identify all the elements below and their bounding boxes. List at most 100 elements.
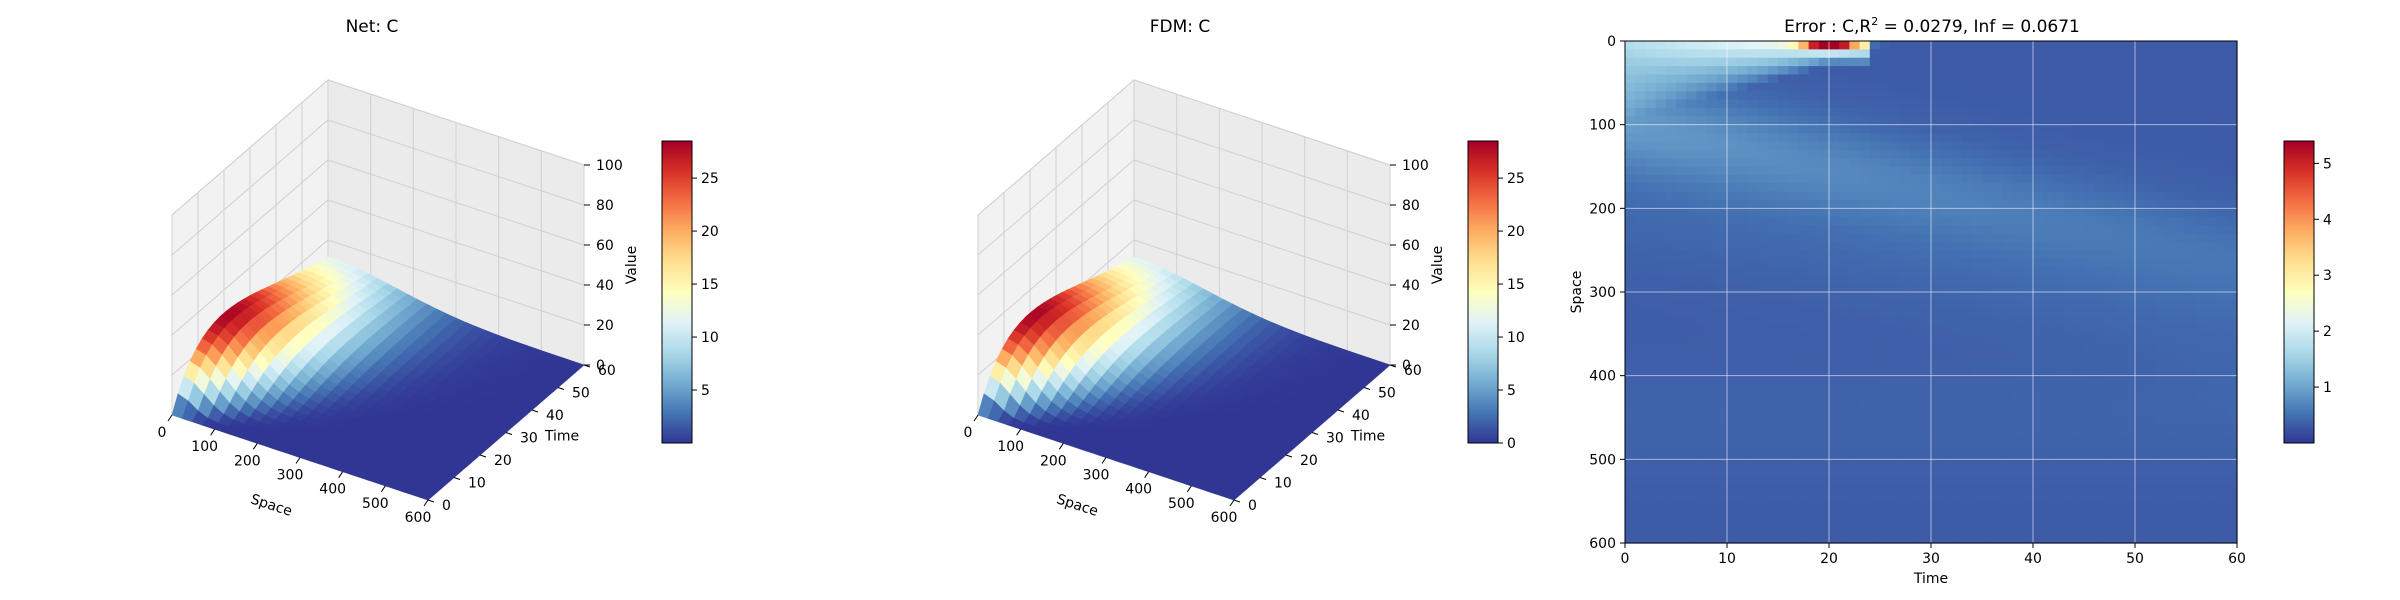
heatmap-cell <box>1941 417 1952 427</box>
heatmap-cell <box>1706 133 1718 142</box>
surface <box>977 256 1391 501</box>
heatmap-cell <box>1747 484 1759 494</box>
heatmap-cell <box>1635 133 1646 142</box>
heatmap-cell <box>1849 350 1861 360</box>
heatmap-cell <box>2226 325 2238 335</box>
heatmap-cell <box>1931 476 1942 486</box>
heatmap-cell <box>1645 342 1657 352</box>
heatmap-cell <box>2002 124 2014 134</box>
heatmap-cell <box>2094 492 2105 502</box>
heatmap-cell <box>1982 41 1993 50</box>
heatmap-cell <box>1839 400 1850 410</box>
heatmap-cell <box>1676 467 1687 477</box>
heatmap-cell <box>2063 450 2075 460</box>
heatmap-cell <box>1910 158 1922 168</box>
heatmap-cell <box>2175 509 2187 519</box>
heatmap-cell <box>1706 308 1718 318</box>
heatmap-cell <box>1829 124 1840 134</box>
heatmap-cell <box>1625 501 1636 511</box>
heatmap-cell <box>2053 292 2065 301</box>
heatmap-cell <box>2053 417 2065 427</box>
heatmap-cell <box>1737 484 1748 494</box>
heatmap-cell <box>1676 392 1687 402</box>
heatmap-cell <box>2094 317 2105 327</box>
heatmap-cell <box>1706 333 1718 343</box>
heatmap-cell <box>2145 233 2156 243</box>
heatmap-cell <box>2135 509 2146 519</box>
heatmap-cell <box>2063 66 2075 76</box>
heatmap-cell <box>2012 49 2024 59</box>
heatmap-cell <box>1818 99 1830 109</box>
heatmap-cell <box>1920 91 1932 101</box>
heatmap-cell <box>1961 191 1973 201</box>
heatmap-cell <box>1686 442 1697 452</box>
heatmap-cell <box>1706 292 1718 301</box>
heatmap-cell <box>2104 509 2116 519</box>
heatmap-cell <box>2114 266 2126 276</box>
heatmap-cell <box>1625 375 1636 385</box>
heatmap-cell <box>2094 82 2105 92</box>
heatmap-cell <box>1788 82 1799 92</box>
heatmap-cell <box>1859 250 1871 260</box>
heatmap-cell <box>1798 342 1810 352</box>
heatmap-cell <box>2033 367 2044 377</box>
heatmap-cell <box>1920 208 1932 218</box>
x-tick-label: 400 <box>1125 482 1152 498</box>
heatmap-cell <box>1635 375 1646 385</box>
heatmap-cell <box>1880 384 1891 393</box>
z-tick-label: 80 <box>596 198 614 214</box>
heatmap-cell <box>1808 275 1820 285</box>
heatmap-cell <box>1635 417 1646 427</box>
heatmap-cell <box>1737 300 1748 310</box>
heatmap-cell <box>1971 166 1983 176</box>
heatmap-cell <box>2114 166 2126 176</box>
heatmap-cell <box>1716 116 1728 126</box>
heatmap-cell <box>1737 517 1748 527</box>
heatmap-cell <box>2114 283 2126 293</box>
heatmap-cell <box>2073 450 2085 460</box>
heatmap-cell <box>2043 467 2054 477</box>
heatmap-cell <box>2053 49 2065 59</box>
heatmap-cell <box>2124 292 2136 301</box>
heatmap-cell <box>2012 342 2024 352</box>
heatmap-cell <box>1839 258 1850 268</box>
heatmap-cell <box>1696 459 1708 469</box>
heatmap-cell <box>1900 425 1912 435</box>
heatmap-cell <box>1992 358 2003 368</box>
heatmap-cell <box>1880 174 1891 184</box>
heatmap-cell <box>1665 250 1677 260</box>
heatmap-cell <box>2216 66 2228 76</box>
heatmap-cell <box>1716 484 1728 494</box>
heatmap-cell <box>2043 275 2054 285</box>
heatmap-cell <box>2124 358 2136 368</box>
heatmap-cell <box>2063 400 2075 410</box>
heatmap-cell <box>2186 183 2197 193</box>
heatmap-cell <box>2175 317 2187 327</box>
heatmap-cell <box>1982 133 1993 142</box>
heatmap-cell <box>2063 74 2075 84</box>
heatmap-cell <box>1931 501 1942 511</box>
heatmap-cell <box>1727 476 1738 486</box>
heatmap-cell <box>1737 183 1748 193</box>
heatmap-cell <box>1971 384 1983 393</box>
heatmap-cell <box>2196 166 2207 176</box>
heatmap-cell <box>1849 325 1861 335</box>
heatmap-cell <box>2145 275 2156 285</box>
heatmap-cell <box>1665 266 1677 276</box>
heatmap-cell <box>1635 300 1646 310</box>
heatmap-cell <box>2063 82 2075 92</box>
heatmap-cell <box>1635 283 1646 293</box>
error-chart-title: Error : C,R2 = 0.0279, Inf = 0.0671 <box>1784 15 2080 37</box>
heatmap-cell <box>1839 225 1850 235</box>
heatmap-cell <box>2002 442 2014 452</box>
heatmap-cell <box>1900 450 1912 460</box>
heatmap-cell <box>2104 158 2116 168</box>
heatmap-cell <box>2175 133 2187 142</box>
heatmap-cell <box>1951 459 1963 469</box>
heatmap-cell <box>1808 225 1820 235</box>
heatmap-cell <box>1655 216 1667 226</box>
heatmap-cell <box>1931 442 1942 452</box>
heatmap-cell <box>1982 241 1993 251</box>
heatmap-cell <box>1676 74 1687 84</box>
heatmap-cell <box>1635 317 1646 327</box>
